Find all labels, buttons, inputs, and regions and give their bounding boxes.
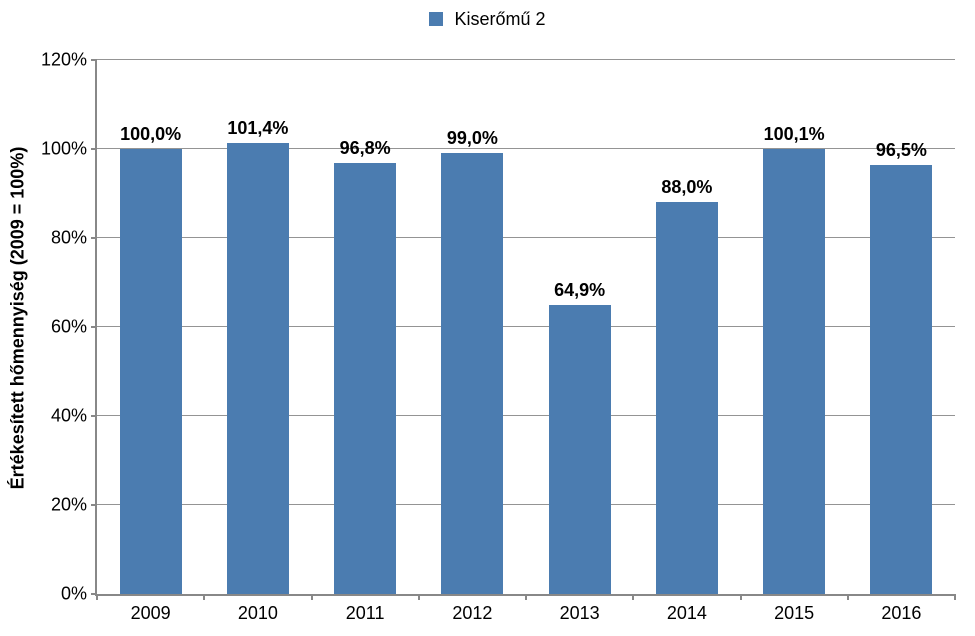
x-tick-label: 2010 [238, 603, 278, 624]
bar-value-label: 96,8% [340, 138, 391, 159]
bar-value-label: 99,0% [447, 128, 498, 149]
x-tick [847, 594, 849, 600]
legend-series-label: Kiserőmű 2 [454, 9, 545, 29]
y-tick-label: 60% [51, 317, 97, 338]
chart-container: Kiserőmű 2 Értékesített hőmennyiség (200… [0, 0, 975, 636]
bar [656, 202, 718, 594]
bar [549, 305, 611, 594]
gridline [97, 59, 955, 60]
bar-value-label: 101,4% [227, 118, 288, 139]
x-tick-label: 2014 [667, 603, 707, 624]
bar [763, 149, 825, 594]
x-tick-label: 2009 [131, 603, 171, 624]
bar-value-label: 100,1% [764, 124, 825, 145]
gridline [97, 148, 955, 149]
x-tick [954, 594, 956, 600]
x-tick [632, 594, 634, 600]
gridline [97, 237, 955, 238]
y-tick-label: 20% [51, 495, 97, 516]
bar-value-label: 96,5% [876, 140, 927, 161]
y-tick-label: 0% [61, 584, 97, 605]
x-tick [418, 594, 420, 600]
gridline [97, 415, 955, 416]
x-tick [311, 594, 313, 600]
y-axis-title: Értékesített hőmennyiség (2009 = 100%) [8, 147, 29, 490]
bar-value-label: 88,0% [661, 177, 712, 198]
x-tick [96, 594, 98, 600]
x-tick [203, 594, 205, 600]
gridline [97, 504, 955, 505]
bar [120, 149, 182, 594]
gridline [97, 326, 955, 327]
x-tick-label: 2012 [452, 603, 492, 624]
bar [334, 163, 396, 594]
y-tick-label: 40% [51, 406, 97, 427]
legend-swatch [429, 12, 443, 26]
plot-area: 0%20%40%60%80%100%120%100,0%2009101,4%20… [95, 60, 955, 596]
bar [870, 165, 932, 594]
bar [227, 143, 289, 594]
bar-value-label: 100,0% [120, 124, 181, 145]
y-tick-label: 100% [41, 139, 97, 160]
legend: Kiserőmű 2 [0, 8, 975, 30]
y-tick-label: 120% [41, 50, 97, 71]
x-tick-label: 2015 [774, 603, 814, 624]
x-tick [740, 594, 742, 600]
y-tick-label: 80% [51, 228, 97, 249]
bar-value-label: 64,9% [554, 280, 605, 301]
x-tick-label: 2011 [346, 603, 385, 624]
x-tick-label: 2016 [881, 603, 921, 624]
x-tick-label: 2013 [560, 603, 600, 624]
x-tick [525, 594, 527, 600]
bar [441, 153, 503, 594]
